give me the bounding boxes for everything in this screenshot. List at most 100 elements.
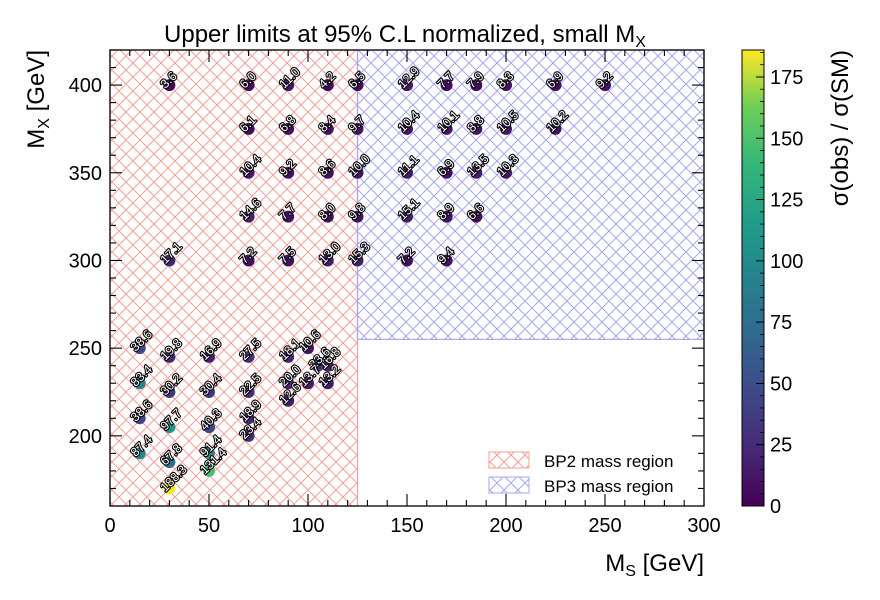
legend-swatch [488, 476, 530, 494]
data-point [401, 254, 413, 267]
data-point [242, 254, 255, 267]
data-point [321, 79, 334, 92]
data-point [351, 79, 364, 92]
data-point [203, 350, 215, 363]
legend-label: BP2 mass region [544, 452, 673, 471]
data-point [163, 350, 176, 363]
data-point [549, 122, 562, 135]
data-point [440, 210, 453, 223]
y-tick-label: 200 [69, 426, 102, 448]
data-point [401, 210, 413, 223]
data-point [440, 79, 453, 92]
data-point [500, 122, 512, 135]
region-2 [356, 49, 705, 340]
mass-regions [109, 49, 705, 507]
colorbar-ticks: 0 25 50 75 100 125 150 175 [756, 52, 803, 518]
data-point [163, 254, 176, 267]
data-point [321, 359, 334, 372]
data-point [163, 482, 176, 495]
data-point [321, 377, 334, 390]
data-point [242, 122, 255, 135]
colorbar [741, 49, 765, 507]
data-point [133, 342, 146, 355]
x-tick-label: 50 [198, 515, 220, 537]
data-point [133, 377, 146, 390]
data-point [500, 79, 512, 92]
data-point [311, 359, 324, 372]
y-axis-title: MX [GeV] [23, 50, 53, 149]
y-tick-label: 300 [69, 250, 102, 272]
data-point [282, 350, 295, 363]
data-point [321, 166, 334, 179]
data-point [470, 166, 483, 179]
data-point [470, 79, 483, 92]
data-point [549, 79, 562, 92]
data-point [203, 464, 215, 477]
x-axis-title: MS [GeV] [605, 550, 704, 580]
data-point [282, 166, 295, 179]
data-point [133, 447, 146, 460]
data-point [282, 394, 295, 407]
colorbar-tick-label: 0 [770, 496, 781, 518]
data-point [401, 79, 413, 92]
data-point [302, 342, 314, 355]
colorbar-tick-label: 75 [770, 312, 792, 334]
x-tick-label: 100 [291, 515, 324, 537]
x-tick-label: 150 [390, 515, 423, 537]
data-point [599, 79, 611, 92]
colorbar-title: σ(obs) / σ(SM) [827, 50, 854, 206]
axis-ticks: 0 50 100 150 200 250 300 200 250 300 350 400 [69, 49, 721, 537]
colorbar-tick-label: 175 [770, 67, 803, 89]
data-point [163, 386, 176, 398]
data-point [401, 122, 413, 135]
colorbar-tick-label: 50 [770, 373, 792, 395]
data-point [163, 456, 176, 469]
y-tick-label: 400 [69, 75, 102, 97]
data-point [401, 166, 413, 179]
legend: BP2 mass region BP3 mass region [488, 451, 673, 496]
data-point [321, 210, 334, 223]
data-point [302, 377, 314, 390]
data-point [242, 350, 255, 363]
data-point [440, 166, 453, 179]
data-point [440, 254, 453, 267]
data-point [133, 412, 146, 425]
data-point [242, 429, 255, 442]
y-tick-label: 250 [69, 338, 102, 360]
data-point [440, 122, 453, 135]
x-tick-label: 0 [104, 515, 115, 537]
data-point [242, 210, 255, 223]
data-point [282, 210, 295, 223]
data-point [282, 122, 295, 135]
y-tick-label: 350 [69, 163, 102, 185]
colorbar-tick-label: 100 [770, 251, 803, 273]
data-point [282, 79, 295, 92]
chart-title: Upper limits at 95% C.L normalized, smal… [164, 21, 646, 51]
data-point [203, 421, 215, 434]
data-point [242, 386, 255, 398]
colorbar-tick-label: 125 [770, 190, 803, 212]
data-point [242, 166, 255, 179]
legend-swatch [488, 451, 530, 469]
data-point [351, 122, 364, 135]
data-point [203, 447, 215, 460]
region-1 [109, 49, 359, 507]
x-tick-label: 300 [687, 515, 720, 537]
data-point [163, 79, 176, 92]
data-point [282, 254, 295, 267]
x-tick-label: 200 [489, 515, 522, 537]
data-point [351, 210, 364, 223]
data-point [351, 254, 364, 267]
data-point [242, 412, 255, 425]
data-point [282, 377, 295, 390]
data-point [470, 210, 483, 223]
data-point [351, 166, 364, 179]
data-point [500, 166, 512, 179]
colorbar-tick-label: 25 [770, 435, 792, 457]
data-point [163, 421, 176, 434]
data-point [203, 386, 215, 398]
colorbar-tick-label: 150 [770, 128, 803, 150]
data-point [470, 122, 483, 135]
data-point [242, 79, 255, 92]
